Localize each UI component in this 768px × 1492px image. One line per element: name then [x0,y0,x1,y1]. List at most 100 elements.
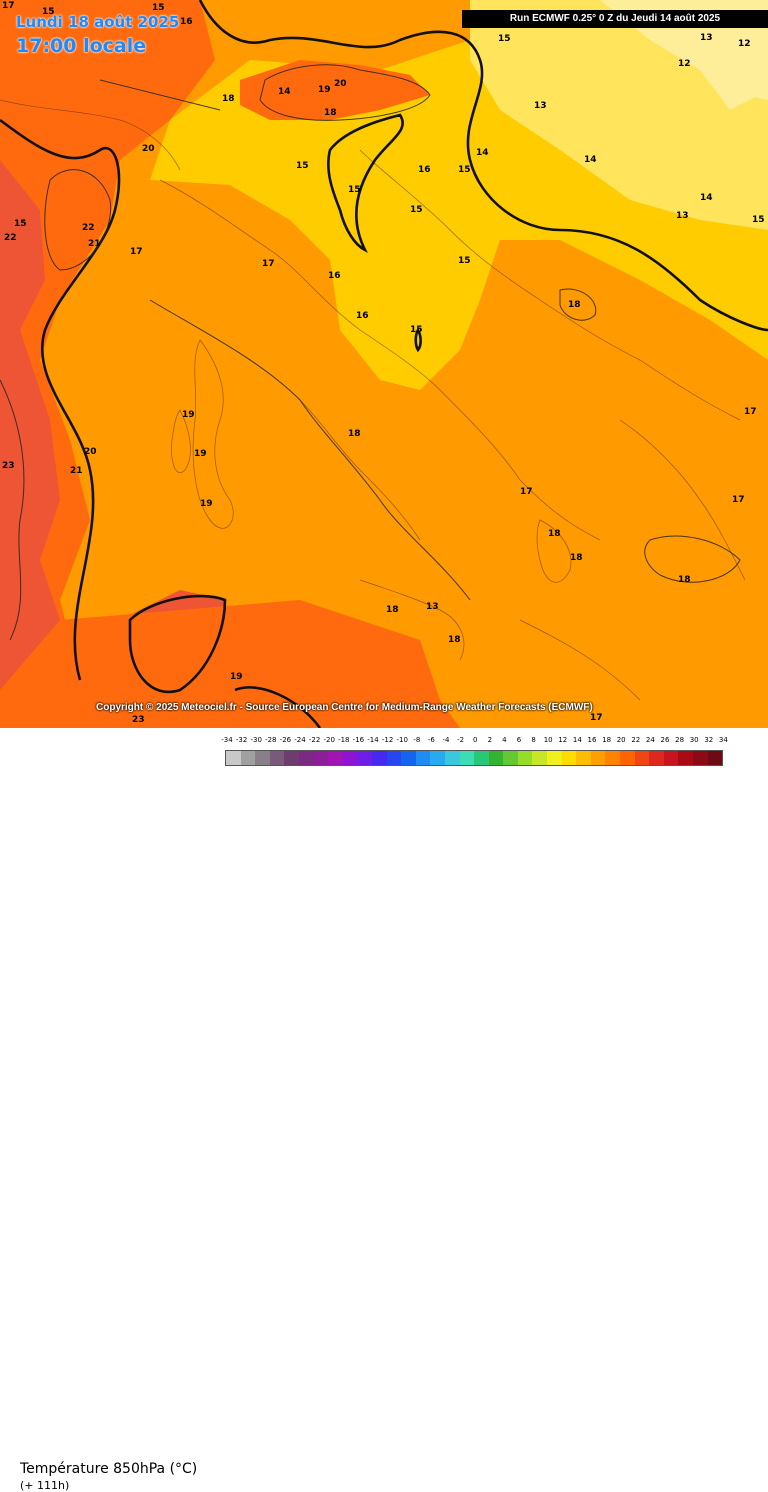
scale-tick-label: 14 [572,736,582,744]
scale-swatch [269,751,285,765]
scale-swatch [693,751,708,765]
contour-label: 18 [570,553,583,563]
scale-tick-label: 4 [502,736,507,744]
band-warm-south [0,600,460,728]
contour-label: 21 [88,239,101,249]
contour-label: 15 [42,7,55,17]
scale-swatch [561,751,577,765]
contour-label: 18 [448,635,461,645]
scale-tick-label: -10 [396,736,408,744]
scale-swatch [342,751,358,765]
contour-label: 20 [334,79,347,89]
scale-swatch [663,751,679,765]
scale-swatch [430,751,445,765]
scale-swatch [240,751,256,765]
scale-swatch [605,751,621,765]
scale-tick-label: -2 [457,736,465,744]
band-very-warm-west [0,160,60,700]
contour-label: 13 [426,602,439,612]
contour-label: 14 [584,155,597,165]
scale-swatch [620,751,635,765]
contour-label: 18 [324,108,337,118]
contour-label: 19 [194,449,207,459]
contour-label: 19 [230,672,243,682]
contour-label: 16 [356,311,369,321]
contour-label: 12 [738,39,751,49]
forecast-date: Lundi 18 août 2025 [16,13,180,31]
contour-label: 19 [182,410,195,420]
contour-label: 17 [262,259,275,269]
scale-tick-label: 2 [487,736,493,744]
scale-tick-label: 18 [602,736,612,744]
scale-swatch [401,751,416,765]
scale-tick-label: 32 [704,736,714,744]
scale-tick-label: 16 [587,736,597,744]
scale-tick-label: 20 [616,736,626,744]
scale-swatch [678,751,693,765]
scale-swatch [298,751,314,765]
legend-subtitle: (+ 111h) [20,1479,70,1492]
scale-swatch [284,751,299,765]
scale-tick-label: -8 [413,736,421,744]
scale-tick-label: 22 [631,736,641,744]
contour-label: 20 [142,144,155,154]
scale-swatch [488,751,504,765]
contour-label: 15 [498,34,511,44]
scale-tick-label: 10 [543,736,553,744]
scale-swatch [357,751,372,765]
scale-swatch [255,751,270,765]
band-warm-alps [240,60,430,120]
scale-tick-label: 0 [472,736,478,744]
contour-label: 22 [4,233,17,243]
scale-swatch [386,751,402,765]
scale-tick-label: -30 [250,736,262,744]
scale-tick-label: 28 [675,736,685,744]
contour-label: 18 [678,575,691,585]
scale-swatch [590,751,606,765]
contour-label: 22 [82,223,95,233]
scale-tick-label: -6 [427,736,435,744]
scale-tick-label: -12 [381,736,394,744]
contour-label: 23 [2,461,15,471]
scale-tick-label: -20 [323,736,335,744]
contour-label: 14 [700,193,713,203]
scale-swatch [532,751,548,765]
scale-tick-label: -28 [265,736,277,744]
band-cool [150,40,768,390]
contour-label: 17 [590,713,603,723]
contour-label: 18 [568,300,581,310]
band-warm [0,0,215,700]
color-scale: -34 -32 -30 -28 -26 -24 -22 -20 -18 -16 -14 -12 -10-… [221,736,742,766]
scale-tick-labels: -34 -32 -30 -28 -26 -24 -22 -20 -18 -16 -14 -12 -10-… [221,736,742,748]
scale-swatch [547,751,562,765]
contour-label: 12 [678,59,691,69]
scale-tick-label: 24 [645,736,655,744]
scale-swatch [328,751,343,765]
scale-tick-label: -24 [294,736,306,744]
isotherm-thick [0,0,768,728]
scale-tick-label: -18 [338,736,350,744]
scale-tick-label: 26 [660,736,670,744]
contour-label: 16 [418,165,431,175]
contour-label: 14 [278,87,291,97]
contour-label: 13 [676,211,689,221]
contour-label: 17 [744,407,757,417]
contour-label: 19 [200,499,213,509]
contour-label: 15 [410,325,423,335]
contour-label: 15 [296,161,309,171]
contour-label: 15 [14,219,27,229]
copyright-text: Copyright © 2025 Meteociel.fr - Source E… [96,702,593,713]
forecast-time: 17:00 locale [16,35,147,57]
band-coolest-pocket [735,35,768,100]
contour-label: 13 [700,33,713,43]
scale-swatch [707,751,723,765]
scale-swatch [503,751,518,765]
scale-tick-label: 6 [516,736,522,744]
temperature-map: 15 16 15 17 15 13 12 12 18 14 19 20 18 1… [0,0,768,728]
scale-swatch [415,751,431,765]
scale-swatch [371,751,387,765]
run-info: Run ECMWF 0.25° 0 Z du Jeudi 14 août 202… [462,10,768,28]
contour-label: 17 [130,247,143,257]
scale-tick-label: 8 [531,736,536,744]
scale-swatch [576,751,591,765]
